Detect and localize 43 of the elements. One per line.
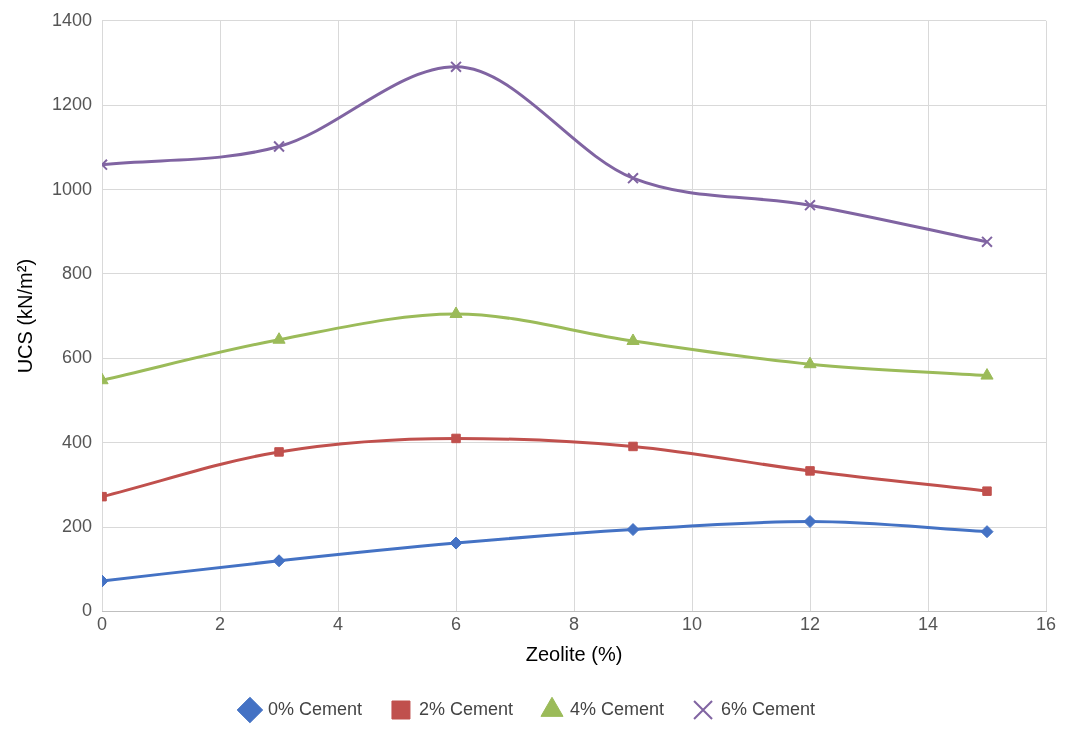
point [626,333,640,345]
point [628,441,638,452]
y-tick-label: 400 [62,431,93,452]
legend-label: 6% Cement [721,698,816,719]
point [450,60,462,73]
point [805,466,815,476]
point [627,172,639,185]
point [982,486,992,496]
point [449,536,463,550]
point [273,140,285,153]
point [626,523,640,537]
y-tick-label: 200 [62,516,93,536]
y-tick-label: 1400 [52,9,93,30]
point [980,525,994,539]
x-tick-label: 14 [917,614,939,635]
point [449,306,463,318]
x-tick-label: 8 [569,614,580,635]
point [981,235,993,248]
point [804,199,816,212]
point [980,368,994,380]
y-tick-label: 800 [62,262,93,283]
y-tick-label: 1200 [52,94,93,115]
x-tick-label: 0 [97,614,108,635]
point [272,554,286,568]
x-axis-title: Zeolite (%) [525,642,623,665]
x-tick-label: 10 [682,614,703,635]
y-tick-label: 600 [62,347,93,368]
y-axis-title: UCS (kN/m²) [13,258,36,374]
x-tick-label: 12 [800,614,821,635]
x-tick-label: 4 [333,614,344,635]
legend-label: 2% Cement [418,698,513,719]
point [451,433,461,444]
legend-label: 0% Cement [267,698,362,719]
x-tick-label: 6 [451,614,462,635]
point [272,332,286,344]
y-tick-label: 0 [82,600,93,621]
legend-label: 4% Cement [570,698,665,719]
point [274,447,284,457]
point [803,356,817,369]
y-tick-label: 1000 [52,178,93,199]
x-tick-label: 2 [215,614,226,635]
point [803,515,817,529]
x-tick-label: 16 [1035,614,1057,635]
